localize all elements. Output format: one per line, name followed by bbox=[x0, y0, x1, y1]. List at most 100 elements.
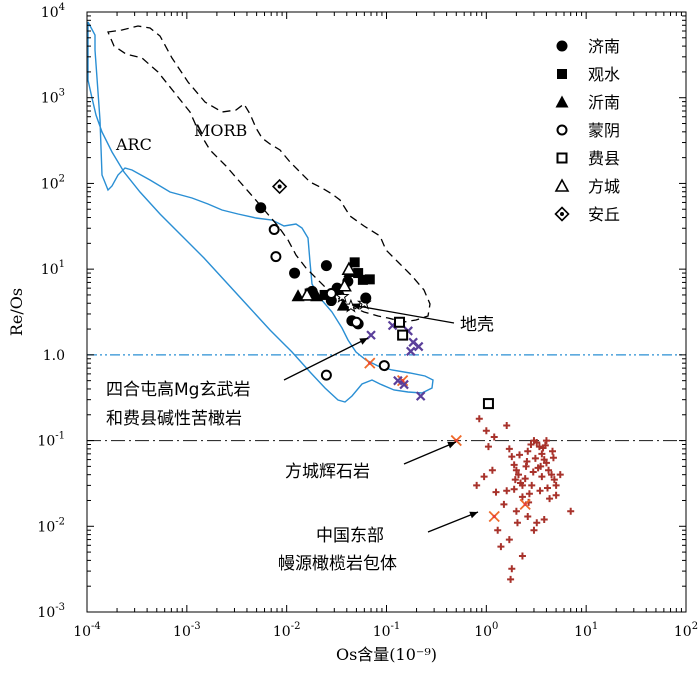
legend-label: 方城 bbox=[588, 177, 620, 196]
annotation-xenolith-line2: 幔源橄榄岩包体 bbox=[278, 554, 397, 574]
point-red-plus-23 bbox=[550, 476, 558, 484]
point-red-plus-17 bbox=[535, 443, 543, 451]
y-tick-label: 1.0 bbox=[43, 348, 65, 364]
point-filled-triangle-1 bbox=[310, 289, 324, 302]
point-red-plus-44 bbox=[552, 491, 560, 499]
point-filled-square-5 bbox=[319, 289, 330, 300]
y-tick-label: 102 bbox=[41, 173, 65, 192]
annotation-crust: 地壳 bbox=[460, 315, 494, 335]
legend-marker-filled-square bbox=[557, 69, 567, 79]
point-purple-x-7 bbox=[399, 379, 409, 390]
legend-label: 观水 bbox=[588, 65, 620, 84]
point-red-plus-18 bbox=[538, 450, 546, 458]
point-red-plus-65 bbox=[549, 454, 557, 462]
point-red-plus-48 bbox=[537, 462, 545, 470]
point-red-plus-51 bbox=[497, 543, 505, 551]
point-open-circle-4 bbox=[320, 369, 332, 381]
point-red-plus-58 bbox=[492, 488, 500, 496]
point-open-circle-0 bbox=[268, 224, 280, 236]
y-axis-title: Re/Os bbox=[7, 288, 26, 336]
point-red-plus-42 bbox=[530, 526, 538, 534]
point-red-plus-61 bbox=[523, 457, 531, 465]
x-tick-label: 100 bbox=[474, 621, 498, 640]
point-filled-circle-0 bbox=[255, 202, 267, 214]
point-purple-x-8 bbox=[415, 391, 426, 401]
point-open-circle-3 bbox=[350, 316, 362, 328]
point-red-plus-2 bbox=[484, 443, 492, 451]
point-red-plus-63 bbox=[536, 487, 544, 495]
point-red-plus-1 bbox=[482, 427, 490, 435]
point-diamond-dot-0 bbox=[271, 178, 288, 195]
point-red-plus-36 bbox=[533, 519, 541, 527]
point-red-plus-66 bbox=[556, 471, 564, 479]
point-red-plus-4 bbox=[503, 421, 511, 429]
legend-label: 蒙阴 bbox=[588, 121, 620, 140]
point-red-plus-0 bbox=[475, 415, 483, 423]
legend-label: 济南 bbox=[588, 37, 620, 56]
legend-label: 安丘 bbox=[588, 205, 620, 224]
point-red-plus-8 bbox=[512, 466, 520, 474]
point-red-plus-49 bbox=[528, 481, 536, 489]
point-orange-x-3 bbox=[519, 498, 531, 511]
point-open-square-1 bbox=[397, 329, 409, 341]
legend-label: 费县 bbox=[588, 149, 620, 168]
point-purple-x-0 bbox=[366, 330, 376, 340]
point-red-plus-34 bbox=[512, 507, 520, 515]
point-red-plus-35 bbox=[524, 513, 532, 521]
point-red-plus-55 bbox=[488, 466, 496, 474]
y-tick-label: 104 bbox=[41, 2, 65, 21]
point-red-plus-11 bbox=[518, 481, 526, 489]
point-orange-x-0 bbox=[364, 357, 376, 369]
point-purple-x-4 bbox=[413, 341, 424, 352]
point-red-plus-60 bbox=[542, 437, 550, 445]
x-tick-label: 102 bbox=[674, 621, 698, 640]
point-open-triangle-1 bbox=[341, 261, 357, 275]
point-red-plus-14 bbox=[527, 440, 535, 448]
annotation-siheton-line2: 和费县碱性苦橄岩 bbox=[106, 409, 242, 429]
arrow-siheton-head bbox=[359, 338, 368, 345]
point-red-plus-21 bbox=[545, 466, 553, 474]
point-filled-square-0 bbox=[349, 257, 360, 268]
x-tick-label: 10-3 bbox=[173, 621, 201, 640]
legend-marker-filled-triangle bbox=[555, 95, 569, 108]
point-red-plus-16 bbox=[533, 438, 541, 446]
point-red-plus-24 bbox=[552, 481, 560, 489]
point-open-triangle-0 bbox=[299, 287, 315, 301]
point-red-plus-27 bbox=[538, 473, 546, 481]
y-tick-label: 103 bbox=[41, 88, 65, 107]
annotation-fangcheng: 方城辉石岩 bbox=[285, 462, 370, 482]
point-red-plus-31 bbox=[510, 485, 518, 493]
point-red-plus-50 bbox=[507, 575, 515, 583]
point-red-plus-9 bbox=[515, 471, 523, 479]
arrow-siheton bbox=[283, 337, 369, 381]
point-filled-square-2 bbox=[357, 274, 368, 285]
point-red-plus-20 bbox=[542, 459, 550, 467]
point-filled-triangle-3 bbox=[336, 298, 350, 311]
y-tick-label: 10-1 bbox=[37, 431, 65, 450]
point-red-plus-5 bbox=[505, 445, 513, 453]
point-red-plus-40 bbox=[518, 552, 526, 560]
point-open-circle-1 bbox=[270, 251, 282, 263]
point-red-plus-43 bbox=[546, 495, 554, 503]
x-tick-label: 101 bbox=[574, 621, 598, 640]
point-red-plus-62 bbox=[511, 476, 519, 484]
point-open-square-2 bbox=[482, 398, 494, 410]
arrow-crust-head bbox=[352, 302, 361, 310]
point-red-plus-6 bbox=[508, 453, 516, 461]
annotation-siheton-line1: 四合屯高Mg玄武岩 bbox=[106, 380, 250, 400]
legend-marker-diamond-dot bbox=[554, 206, 570, 222]
point-red-plus-25 bbox=[531, 454, 539, 462]
point-red-plus-33 bbox=[500, 500, 508, 508]
point-red-plus-53 bbox=[548, 447, 556, 455]
point-red-plus-13 bbox=[524, 447, 532, 455]
legend-marker-open-square bbox=[556, 152, 568, 164]
y-tick-label: 101 bbox=[41, 259, 65, 278]
y-tick-label: 10-2 bbox=[37, 516, 65, 535]
annotation-xenolith-line1: 中国东部 bbox=[316, 526, 384, 546]
x-tick-label: 10-1 bbox=[373, 621, 401, 640]
point-red-plus-30 bbox=[518, 493, 526, 501]
point-red-plus-29 bbox=[525, 490, 533, 498]
point-red-plus-52 bbox=[567, 507, 575, 515]
